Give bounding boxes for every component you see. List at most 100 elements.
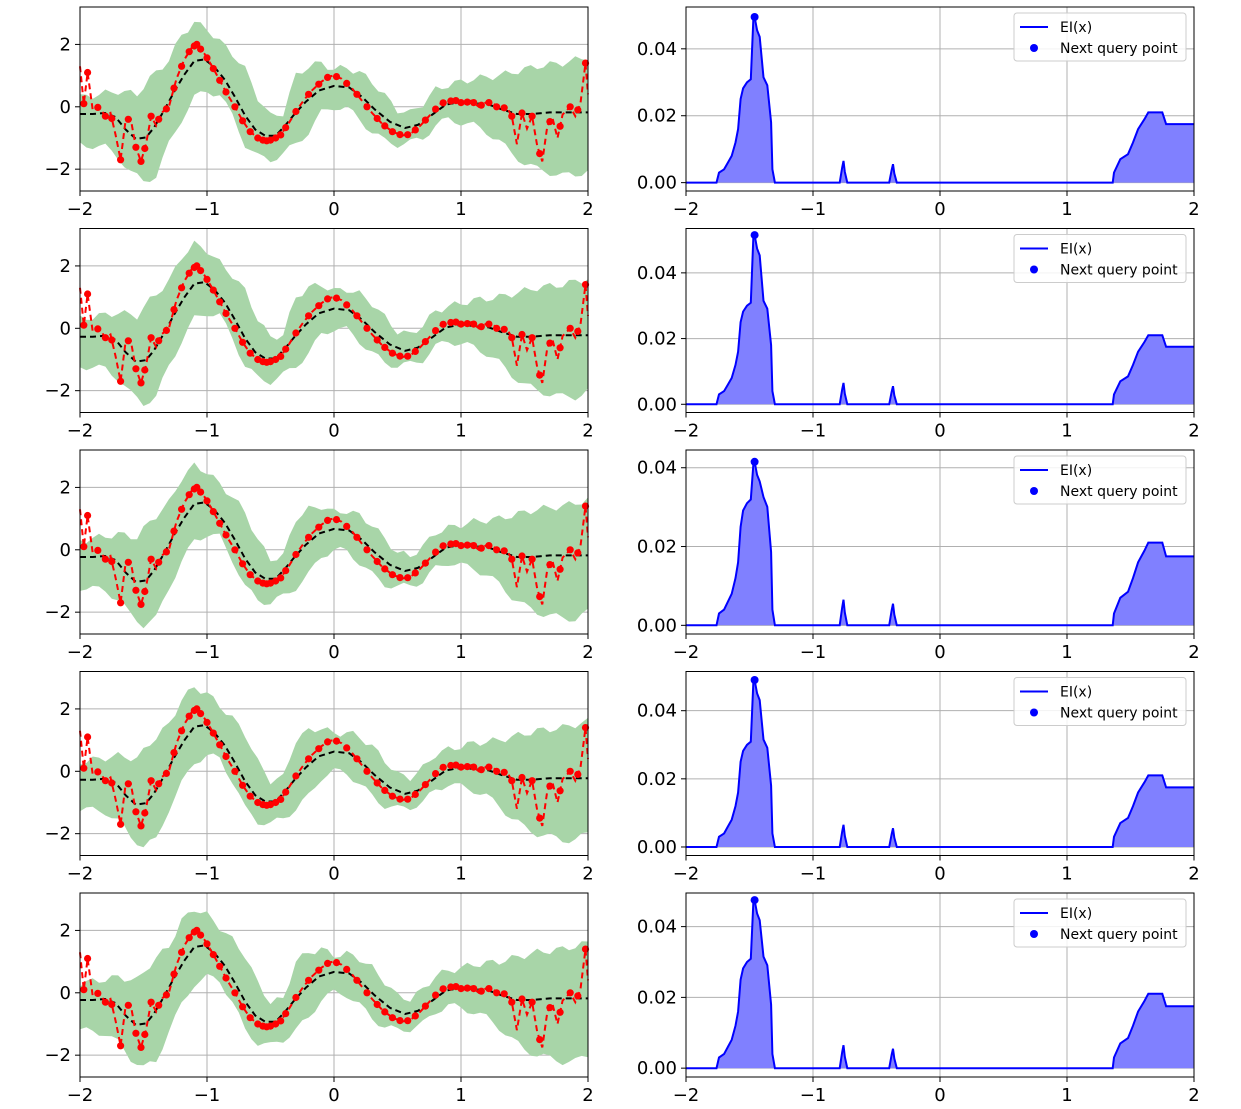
y-tick-label: 0.00	[637, 394, 677, 415]
observation-point	[396, 131, 404, 139]
legend-box	[1013, 677, 1187, 726]
observation-point	[155, 337, 163, 345]
x-tick-label: −2	[67, 1085, 94, 1106]
observation-point	[493, 767, 501, 775]
observation-point	[203, 940, 211, 948]
observation-point	[485, 985, 493, 993]
x-tick-label: 0	[934, 864, 945, 885]
observation-point	[132, 808, 140, 816]
observation-point	[574, 992, 582, 1000]
observation-point	[353, 312, 361, 320]
confidence-band	[80, 911, 588, 1066]
observation-point	[421, 559, 429, 567]
observation-point	[282, 788, 290, 796]
x-tick-label: 1	[455, 199, 466, 220]
ei-line	[686, 896, 1194, 1070]
legend-point-swatch	[1030, 265, 1038, 274]
observation-point	[581, 281, 590, 289]
x-tick-label: 0	[934, 1085, 945, 1106]
observation-point	[305, 533, 313, 541]
observation-point	[432, 327, 440, 335]
observation-point	[477, 544, 485, 552]
legend-box	[1013, 234, 1187, 283]
y-tick-label: 0.02	[637, 106, 677, 127]
observation-point	[343, 965, 351, 974]
observation-point	[277, 1017, 285, 1025]
observation-point	[185, 934, 193, 942]
observation-point	[388, 128, 396, 136]
observation-point	[485, 542, 493, 550]
observation-point	[566, 767, 574, 775]
observation-point	[315, 966, 323, 974]
observation-point	[305, 90, 313, 98]
observation-point	[332, 73, 341, 81]
observation-point	[508, 334, 516, 342]
legend-box	[1013, 12, 1187, 62]
observation-point	[108, 557, 116, 566]
observation-point	[500, 104, 508, 112]
observation-point	[216, 298, 224, 306]
observation-point	[231, 767, 239, 775]
observation-point	[162, 326, 170, 334]
observation-point	[332, 294, 341, 302]
y-tick-label: −2	[44, 1045, 71, 1066]
next-query-point	[750, 896, 759, 905]
gp-posterior-panel-3: −2 −1 0 1 2 −2 0 2	[44, 449, 594, 663]
x-tick-label: −2	[673, 421, 700, 442]
observation-point	[581, 59, 590, 67]
observation-point	[508, 555, 516, 563]
x-tick-label: −2	[673, 642, 700, 663]
expected-improvement-panel-2: EI(x) Next query point −2 −1 0 1 2 0.00 0.02 0.04	[637, 228, 1200, 442]
observation-point	[197, 45, 205, 53]
observation-point	[556, 565, 564, 573]
observation-point	[239, 560, 247, 568]
legend-ei-label: EI(x)	[1060, 463, 1092, 479]
observation-point	[324, 738, 332, 746]
observation-point	[381, 343, 389, 351]
y-tick-label: 0	[60, 318, 71, 339]
observation-point	[556, 344, 564, 352]
observation-point	[477, 987, 485, 995]
x-tick-label: 0	[934, 199, 945, 220]
observation-point	[84, 290, 92, 298]
observation-point	[203, 718, 211, 727]
gp-posterior-panel-5: −2 −1 0 1 2 −2 0 2	[44, 892, 594, 1106]
observation-point	[411, 126, 419, 134]
observation-point	[239, 781, 247, 789]
observation-point	[137, 157, 145, 165]
legend-ei-label: EI(x)	[1060, 20, 1092, 36]
observation-point	[411, 790, 419, 799]
y-tick-label: 0	[60, 983, 71, 1004]
observation-point	[292, 107, 300, 116]
observation-point	[396, 352, 404, 360]
observation-point	[80, 321, 88, 329]
observation-point	[124, 1001, 132, 1009]
x-tick-label: 2	[582, 1085, 593, 1106]
observation-point	[246, 1014, 254, 1022]
observation-point	[155, 115, 163, 123]
observation-point	[246, 128, 254, 136]
observation-point	[209, 951, 217, 959]
observation-point	[141, 587, 149, 596]
ei-line	[686, 458, 1194, 627]
observation-point	[353, 976, 361, 984]
observation-point	[124, 780, 132, 788]
observation-point	[439, 99, 447, 107]
observation-point	[137, 600, 145, 609]
x-tick-label: −1	[194, 864, 221, 885]
observation-point	[457, 320, 465, 328]
observation-point	[101, 555, 109, 563]
observation-point	[536, 1036, 544, 1044]
observation-point	[493, 324, 501, 332]
observation-point	[277, 352, 285, 360]
observation-point	[315, 302, 323, 310]
x-tick-label: 0	[328, 864, 339, 885]
observation-point	[170, 84, 178, 92]
observation-point	[239, 338, 247, 346]
observation-point	[124, 337, 132, 345]
x-tick-label: −1	[194, 199, 221, 220]
observations	[80, 926, 590, 1051]
observation-point	[536, 150, 544, 158]
observation-point	[556, 122, 564, 130]
observation-point	[536, 593, 544, 601]
